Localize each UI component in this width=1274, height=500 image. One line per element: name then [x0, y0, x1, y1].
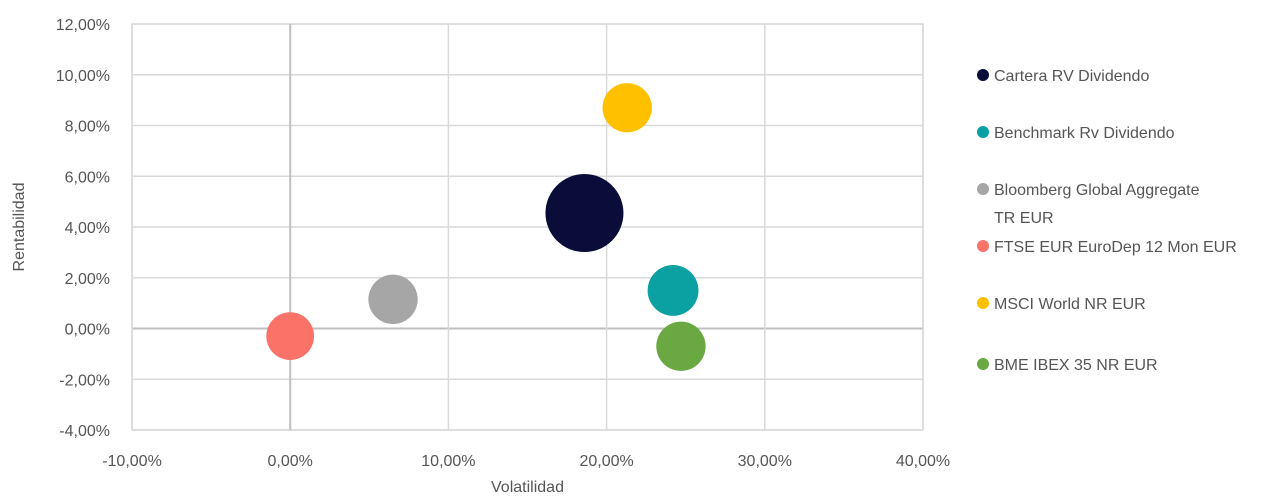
x-tick-label: -10,00%: [102, 453, 162, 470]
legend-marker: [977, 297, 989, 309]
y-tick-label: 2,00%: [65, 271, 110, 288]
bubble-point: [647, 265, 699, 316]
legend-marker: [977, 126, 989, 138]
bubble-point: [266, 312, 315, 360]
legend-marker: [977, 183, 989, 195]
legend-marker: [977, 69, 989, 81]
legend-label: Benchmark Rv Dividendo: [994, 125, 1175, 142]
legend-label: BME IBEX 35 NR EUR: [994, 357, 1158, 374]
legend-label: FTSE EUR EuroDep 12 Mon EUR: [994, 239, 1237, 256]
x-axis-title: Volatilidad: [491, 479, 564, 495]
y-tick-label: 10,00%: [56, 68, 110, 85]
x-tick-label: 0,00%: [268, 453, 313, 470]
legend-item: MSCI World NR EUR: [977, 296, 1146, 313]
bubble-point: [602, 83, 652, 133]
legend-marker: [977, 240, 989, 252]
legend-item: Cartera RV Dividendo: [977, 68, 1149, 85]
y-tick-label: 0,00%: [65, 322, 110, 339]
legend-item: BME IBEX 35 NR EUR: [977, 357, 1158, 374]
bubble-point: [368, 274, 418, 324]
x-tick-label: 20,00%: [579, 453, 633, 470]
legend-item: Bloomberg Global Aggregate TR EUR: [977, 182, 1200, 227]
legend-marker: [977, 358, 989, 370]
y-tick-label: 4,00%: [65, 220, 110, 237]
legend-label: MSCI World NR EUR: [994, 296, 1146, 313]
y-tick-label: 6,00%: [65, 169, 110, 186]
bubble-point: [656, 321, 706, 371]
legend-item: FTSE EUR EuroDep 12 Mon EUR: [977, 239, 1237, 256]
legend-label: Bloomberg Global Aggregate: [994, 182, 1200, 199]
x-tick-label: 30,00%: [738, 453, 792, 470]
y-tick-label: 12,00%: [56, 17, 110, 34]
bubble-point: [545, 174, 624, 253]
y-tick-label: -4,00%: [59, 423, 110, 440]
y-tick-label: -2,00%: [59, 372, 110, 389]
x-tick-label: 10,00%: [421, 453, 475, 470]
legend-item: Benchmark Rv Dividendo: [977, 125, 1175, 142]
legend-label: TR EUR: [994, 210, 1054, 227]
x-tick-label: 40,00%: [896, 453, 950, 470]
y-tick-label: 8,00%: [65, 119, 110, 136]
legend-label: Cartera RV Dividendo: [994, 68, 1149, 85]
y-axis-title: Rentabilidad: [11, 183, 28, 272]
